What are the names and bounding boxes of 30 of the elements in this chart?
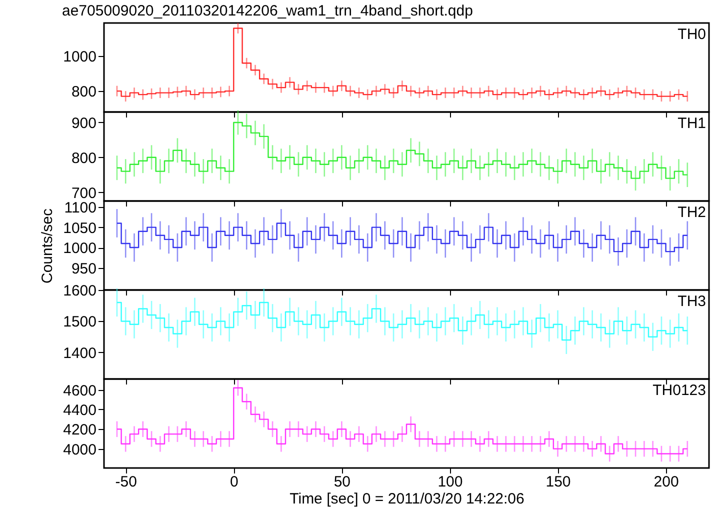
y-tick-label: 4400: [63, 402, 96, 419]
annotation: TH0: [678, 26, 706, 43]
x-axis-title: Time [sec] 0 = 2011/03/20 14:22:06: [290, 490, 524, 508]
y-tick-label: 4200: [63, 422, 96, 439]
annotation: TH0123: [652, 382, 706, 399]
y-tick-label: 1100: [64, 200, 96, 217]
chart-title: ae705009020_20110320142206_wam1_trn_4band_short.qdp: [62, 2, 473, 20]
annotation: TH2: [678, 204, 706, 221]
x-tick-label: 200: [654, 474, 679, 490]
y-tick-label: 4600: [63, 382, 96, 400]
y-tick-label: 700: [71, 184, 96, 202]
y-tick-label: 1600: [63, 282, 96, 300]
y-tick-label: 800: [71, 84, 96, 101]
y-tick-label: 950: [71, 260, 96, 278]
y-tick-label: 800: [71, 150, 96, 167]
y-tick-label: 1500: [63, 314, 96, 331]
y-tick-label: 1000: [63, 48, 96, 66]
y-tick-label: 900: [71, 114, 96, 132]
y-tick-label: 1400: [63, 344, 96, 362]
x-tick-label: 100: [438, 474, 463, 490]
x-tick-label: 50: [334, 474, 351, 490]
y-axis-title: Counts/sec: [39, 208, 56, 284]
annotation: TH3: [678, 293, 706, 310]
y-tick-label: 4000: [63, 441, 96, 458]
x-tick-label: -50: [115, 474, 137, 490]
y-tick-label: 1050: [63, 220, 96, 237]
x-tick-label: 150: [546, 474, 571, 490]
x-tick-label: 0: [230, 474, 238, 490]
y-tick-label: 1000: [63, 240, 96, 258]
annotation: TH1: [678, 115, 706, 132]
